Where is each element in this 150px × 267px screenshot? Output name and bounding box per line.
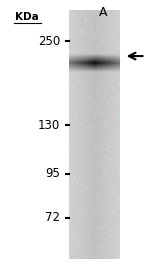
Text: 95: 95: [45, 167, 60, 180]
Text: KDa: KDa: [15, 12, 39, 22]
Text: 72: 72: [45, 211, 60, 224]
Text: 130: 130: [38, 119, 60, 132]
Text: 250: 250: [38, 35, 60, 48]
Text: A: A: [99, 6, 107, 18]
